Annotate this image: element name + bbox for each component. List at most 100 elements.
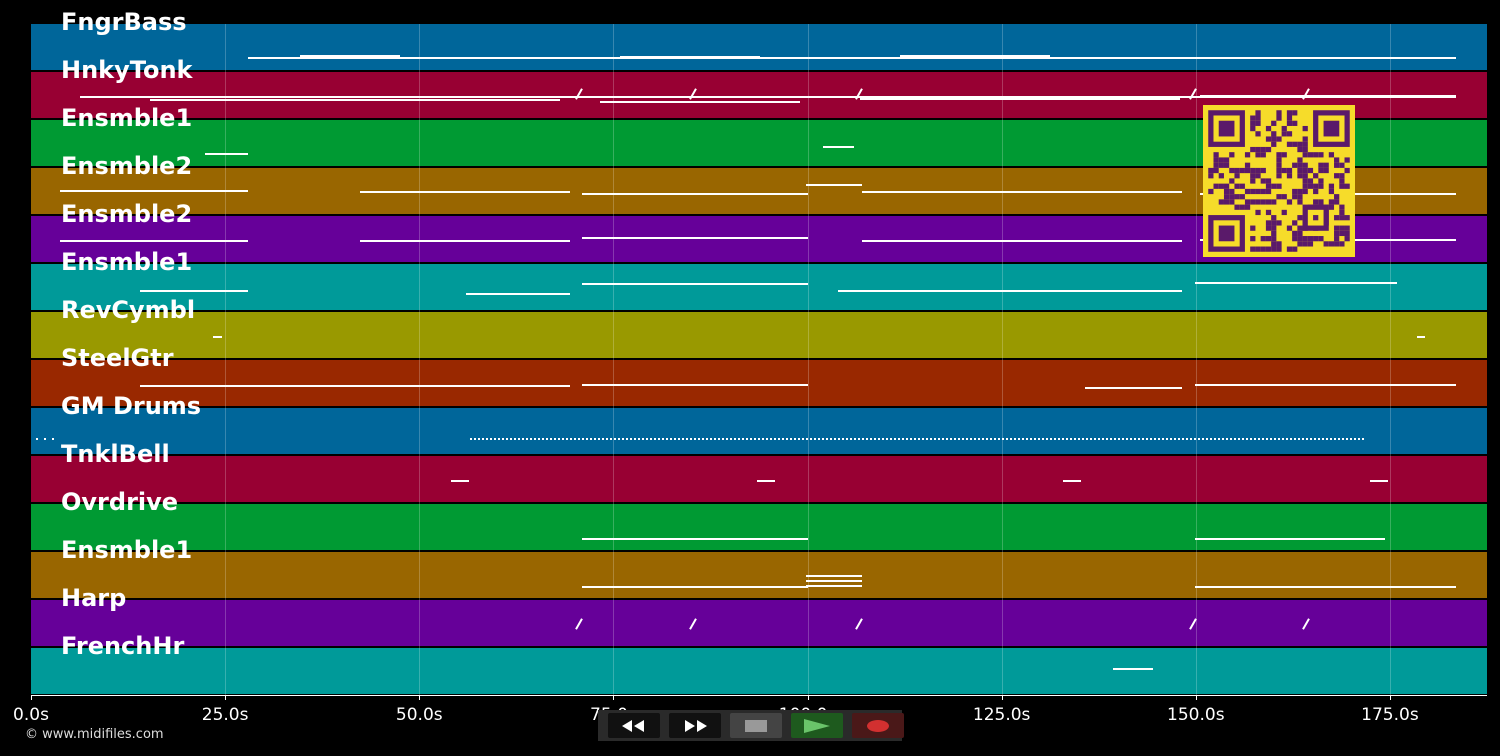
note-mark (618, 438, 620, 440)
note-mark (810, 438, 812, 440)
track-lane[interactable] (31, 408, 1487, 454)
note-mark (838, 438, 840, 440)
track-lane[interactable] (31, 552, 1487, 598)
note-mark (538, 438, 540, 440)
note-mark (642, 438, 644, 440)
note-mark (300, 55, 400, 57)
track-label: SteelGtr (61, 344, 174, 372)
note-mark (1318, 438, 1320, 440)
track-lane[interactable] (31, 24, 1487, 70)
track-lane[interactable] (31, 360, 1487, 406)
note-mark (1200, 95, 1456, 97)
grid-line (419, 24, 421, 695)
note-mark (1210, 438, 1212, 440)
note-mark (958, 438, 960, 440)
note-mark (714, 438, 716, 440)
note-mark (634, 438, 636, 440)
note-mark (1358, 438, 1360, 440)
note-mark (1262, 438, 1264, 440)
note-mark (1302, 438, 1304, 440)
note-mark (726, 438, 728, 440)
track-lane[interactable] (31, 456, 1487, 502)
note-mark (1218, 438, 1220, 440)
record-icon (867, 719, 889, 732)
note-mark (782, 438, 784, 440)
track-lane[interactable] (31, 648, 1487, 694)
note-mark (1134, 438, 1136, 440)
note-mark (858, 438, 860, 440)
note-mark (898, 438, 900, 440)
note-mark (918, 438, 920, 440)
note-mark (1290, 438, 1292, 440)
note-mark (486, 438, 488, 440)
stop-button[interactable] (730, 713, 782, 738)
note-mark (1122, 438, 1124, 440)
note-mark (36, 438, 38, 440)
rewind-button[interactable] (608, 713, 660, 738)
note-mark (1330, 438, 1332, 440)
note-mark (734, 438, 736, 440)
note-mark (506, 438, 508, 440)
note-mark (930, 438, 932, 440)
note-mark (742, 438, 744, 440)
track-lane[interactable] (31, 264, 1487, 310)
axis-tick (613, 695, 615, 700)
axis-tick (1389, 695, 1391, 700)
note-mark (1258, 438, 1260, 440)
play-button[interactable] (791, 713, 843, 738)
note-mark (1006, 438, 1008, 440)
note-mark (814, 438, 816, 440)
axis-tick (419, 695, 421, 700)
note-mark (882, 438, 884, 440)
note-mark (1070, 438, 1072, 440)
note-mark (1030, 438, 1032, 440)
track-lane[interactable] (31, 504, 1487, 550)
note-mark (1314, 438, 1316, 440)
note-mark (466, 293, 570, 295)
note-mark (574, 438, 576, 440)
axis-tick (31, 695, 32, 700)
note-mark (1306, 438, 1308, 440)
note-mark (1054, 438, 1056, 440)
note-mark (44, 438, 46, 440)
note-mark (1062, 438, 1064, 440)
note-mark (806, 184, 862, 186)
note-mark (140, 385, 570, 387)
note-mark (1250, 438, 1252, 440)
note-mark (550, 438, 552, 440)
track-lane[interactable] (31, 600, 1487, 646)
note-mark (870, 438, 872, 440)
note-mark (1370, 480, 1388, 482)
axis-tick-label: 0.0s (13, 705, 49, 725)
note-mark (654, 438, 656, 440)
axis-tick-label: 125.0s (972, 705, 1031, 725)
note-mark (474, 438, 476, 440)
note-mark (1246, 438, 1248, 440)
note-mark (1417, 336, 1425, 338)
note-mark (1170, 438, 1172, 440)
note-mark (610, 438, 612, 440)
note-mark (1113, 668, 1153, 670)
note-mark (826, 438, 828, 440)
note-mark (1074, 438, 1076, 440)
note-mark (1254, 438, 1256, 440)
note-mark (902, 438, 904, 440)
stop-icon (745, 719, 767, 732)
note-mark (886, 438, 888, 440)
note-mark (1362, 438, 1364, 440)
note-mark (1354, 438, 1356, 440)
note-mark (1195, 586, 1456, 588)
note-mark (1198, 438, 1200, 440)
note-mark (862, 240, 1182, 242)
note-mark (1334, 438, 1336, 440)
track-lane[interactable] (31, 312, 1487, 358)
note-mark (1322, 438, 1324, 440)
note-mark (578, 438, 580, 440)
note-mark (758, 438, 760, 440)
note-mark (1286, 438, 1288, 440)
record-button[interactable] (852, 713, 904, 738)
fast-forward-button[interactable] (669, 713, 721, 738)
note-mark (926, 438, 928, 440)
note-mark (950, 438, 952, 440)
note-mark (1046, 438, 1048, 440)
